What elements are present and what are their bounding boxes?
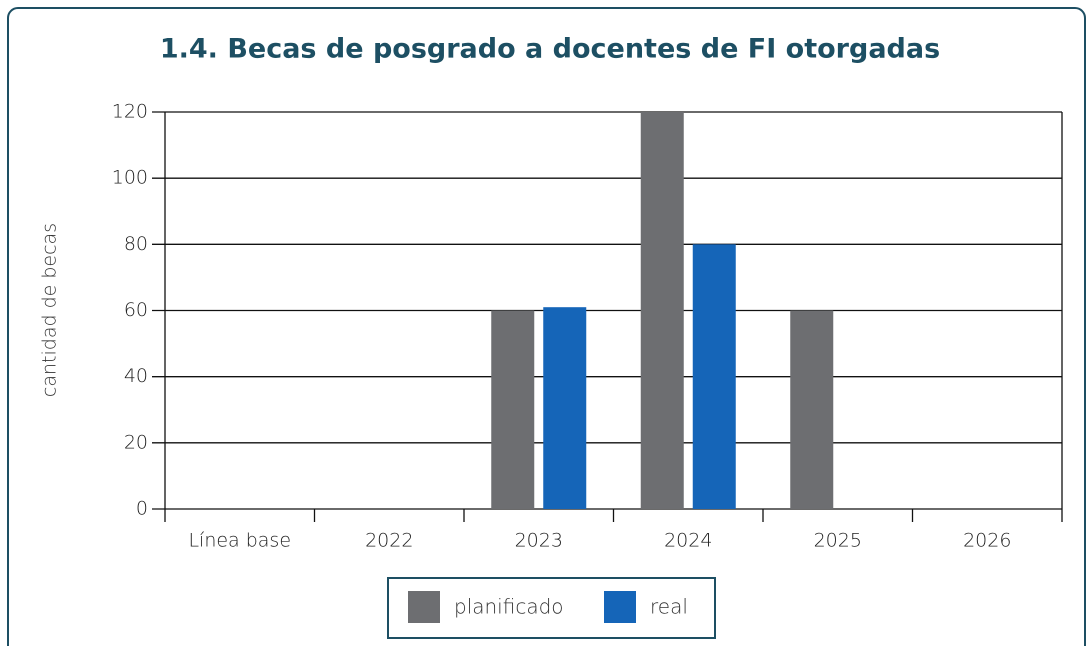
legend-label: real bbox=[650, 595, 688, 619]
legend-swatch bbox=[604, 591, 636, 623]
x-tick-label: 2026 bbox=[963, 530, 1011, 552]
bar bbox=[543, 307, 587, 509]
x-tick-label: 2024 bbox=[664, 530, 712, 552]
bar bbox=[692, 244, 736, 510]
chart-title: 1.4. Becas de posgrado a docentes de FI … bbox=[160, 34, 940, 65]
y-tick-label: 60 bbox=[124, 299, 148, 321]
y-tick-label: 20 bbox=[124, 431, 148, 453]
bar bbox=[491, 310, 535, 509]
bar bbox=[790, 310, 834, 509]
y-tick-label: 120 bbox=[112, 101, 148, 123]
bar bbox=[640, 112, 684, 509]
y-tick-label: 0 bbox=[136, 498, 148, 520]
legend bbox=[387, 577, 716, 639]
y-tick-label: 100 bbox=[112, 167, 148, 189]
y-tick-label: 40 bbox=[124, 365, 148, 387]
y-axis-label: cantidad de becas bbox=[39, 223, 61, 397]
x-tick-label: Línea base bbox=[188, 530, 291, 552]
x-tick-label: 2022 bbox=[365, 530, 413, 552]
legend-swatch bbox=[408, 591, 440, 623]
frame bbox=[7, 7, 1086, 650]
legend-label: planificado bbox=[454, 595, 564, 619]
x-tick-label: 2023 bbox=[515, 530, 563, 552]
y-tick-label: 80 bbox=[124, 233, 148, 255]
x-tick-label: 2025 bbox=[814, 530, 862, 552]
